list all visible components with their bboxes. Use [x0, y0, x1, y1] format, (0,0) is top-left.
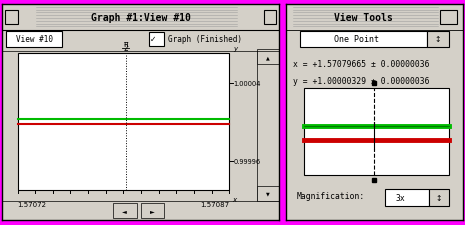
Bar — [429, 189, 449, 207]
Text: 1.57087: 1.57087 — [200, 201, 229, 207]
Bar — [113, 203, 137, 218]
Text: y: y — [233, 46, 238, 52]
Text: Graph (Finished): Graph (Finished) — [168, 35, 242, 44]
Bar — [18, 54, 229, 190]
Bar — [140, 203, 164, 218]
Text: View #10: View #10 — [16, 35, 53, 44]
Text: 1.00004: 1.00004 — [233, 80, 261, 86]
Text: ▼: ▼ — [266, 191, 270, 196]
Bar — [427, 32, 449, 48]
Bar — [300, 32, 427, 48]
Bar — [2, 201, 279, 220]
Bar — [2, 4, 279, 30]
Text: 0.99996: 0.99996 — [233, 158, 260, 164]
Bar — [440, 11, 458, 25]
Text: y = +1.00000329 ± 0.00000036: y = +1.00000329 ± 0.00000036 — [293, 77, 430, 86]
Text: x: x — [232, 196, 236, 202]
Text: ▲: ▲ — [266, 55, 270, 60]
Bar — [5, 11, 18, 25]
Text: 2: 2 — [123, 44, 128, 53]
Text: ↕: ↕ — [436, 193, 442, 202]
Text: ►: ► — [150, 208, 155, 213]
Bar — [286, 4, 463, 30]
Text: ✓: ✓ — [150, 35, 157, 44]
Bar — [257, 50, 279, 65]
Bar — [257, 186, 279, 201]
Text: One Point: One Point — [334, 35, 379, 44]
Text: ◄: ◄ — [122, 208, 127, 213]
Text: ↕: ↕ — [435, 35, 441, 44]
Text: 1.57072: 1.57072 — [18, 201, 46, 207]
Text: View Tools: View Tools — [334, 12, 393, 22]
Text: 3x: 3x — [396, 193, 405, 202]
Text: x = +1.57079665 ± 0.00000036: x = +1.57079665 ± 0.00000036 — [293, 59, 430, 68]
Bar — [385, 189, 429, 207]
Text: Magnification:: Magnification: — [297, 191, 365, 200]
Bar — [304, 89, 449, 175]
Bar — [257, 52, 279, 201]
Bar — [7, 32, 62, 48]
Text: π: π — [123, 40, 128, 49]
Bar — [264, 11, 276, 25]
Bar — [149, 33, 164, 47]
Text: Graph #1:View #10: Graph #1:View #10 — [91, 12, 191, 22]
